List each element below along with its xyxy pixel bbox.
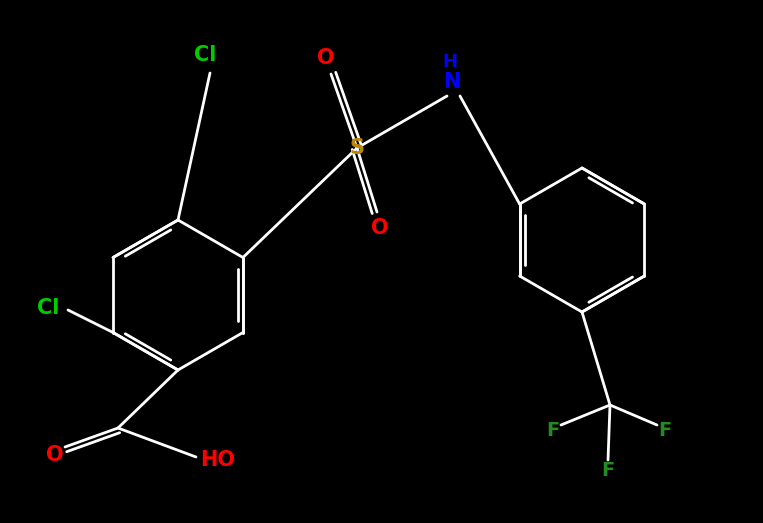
Text: H: H xyxy=(443,53,458,71)
Text: HO: HO xyxy=(201,450,236,470)
Text: O: O xyxy=(371,218,389,238)
Text: O: O xyxy=(317,48,335,68)
Text: O: O xyxy=(47,445,64,465)
Text: N: N xyxy=(443,72,461,92)
Text: F: F xyxy=(601,460,615,480)
Text: Cl: Cl xyxy=(37,298,60,318)
Text: Cl: Cl xyxy=(194,45,216,65)
Text: S: S xyxy=(349,138,365,158)
Text: F: F xyxy=(546,420,559,439)
Text: F: F xyxy=(658,420,671,439)
